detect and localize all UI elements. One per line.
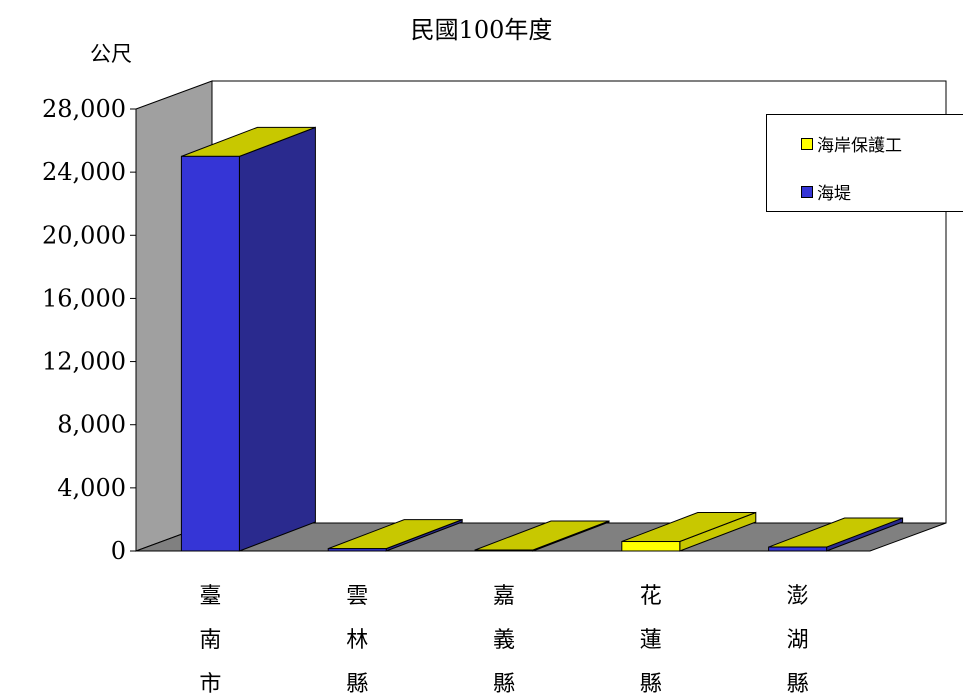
legend-label-protection: 海岸保護工 — [817, 136, 902, 156]
x-axis-category-label: 市 — [199, 672, 221, 693]
x-axis-category-label: 縣 — [640, 672, 662, 693]
x-axis-category-label: 臺 — [199, 584, 221, 609]
y-axis-tick-label: 12,000 — [42, 348, 126, 376]
y-axis-tick-label: 4,000 — [57, 474, 126, 502]
y-axis-tick-label: 8,000 — [57, 411, 126, 439]
x-axis-category-label: 縣 — [346, 672, 368, 693]
x-axis-category-label: 嘉 — [493, 584, 515, 609]
x-axis-category-label: 縣 — [493, 672, 515, 693]
x-axis-category-label: 花 — [640, 584, 662, 609]
x-axis-category-label: 雲 — [346, 584, 368, 609]
legend: 海岸保護工 海堤 — [766, 114, 963, 212]
y-axis-tick-label: 20,000 — [42, 221, 126, 249]
y-axis-tick-label: 16,000 — [42, 284, 126, 312]
bar-seawall-4-front — [768, 546, 828, 552]
x-axis-category-label: 澎 — [787, 584, 809, 609]
bar-seawall-0-front — [180, 155, 240, 552]
legend-swatch-seawall — [801, 185, 813, 198]
y-axis-tick-label: 24,000 — [42, 158, 126, 186]
y-axis-tick-label: 28,000 — [42, 95, 126, 123]
chart-title: 民國100年度 — [410, 16, 553, 44]
x-axis-category-label: 湖 — [787, 628, 809, 653]
legend-item-protection: 海岸保護工 — [801, 131, 902, 156]
x-axis-category-label: 林 — [346, 628, 368, 653]
bar-seawall-0-side — [238, 126, 316, 552]
legend-swatch-protection — [801, 137, 813, 150]
legend-label-seawall: 海堤 — [817, 184, 851, 204]
bar-protection-3-front — [621, 541, 681, 552]
y-axis-unit-label: 公尺 — [90, 42, 132, 66]
x-axis-category-label: 縣 — [787, 672, 809, 693]
x-axis-category-label: 南 — [199, 628, 221, 653]
bar-seawall-2-front — [474, 549, 534, 552]
x-axis-category-label: 義 — [493, 628, 515, 653]
bar-seawall-1-front — [327, 548, 387, 552]
y-axis-tick-label: 0 — [111, 537, 126, 565]
x-axis-category-label: 蓮 — [640, 628, 662, 653]
legend-item-seawall: 海堤 — [801, 179, 851, 204]
